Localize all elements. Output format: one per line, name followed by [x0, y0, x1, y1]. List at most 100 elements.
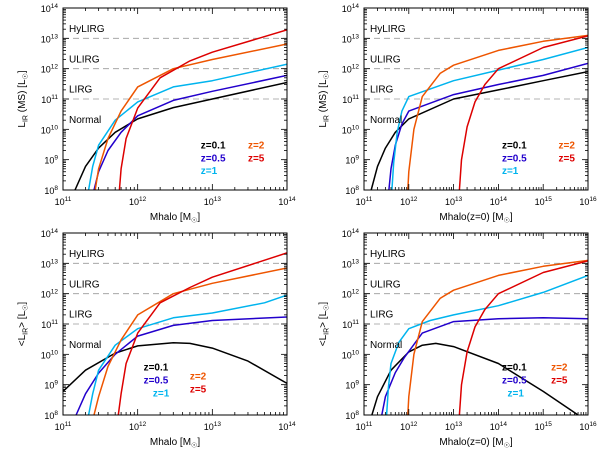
class-label-lirg-1: LIRG [69, 85, 93, 96]
series-line-z5-p4 [458, 260, 588, 415]
class-label-normal-3: Normal [69, 340, 101, 351]
panel-3: 1011 1012 1013 1014 108 109 1010 1011 1012 1013 10… [17, 228, 296, 450]
class-label-hylirg-1: HyLIRG [69, 24, 105, 35]
y-tick-label-4-9: 109 [345, 380, 359, 391]
y-tick-label-3-8: 108 [44, 410, 58, 421]
series-line-z01-p2 [370, 70, 588, 190]
series-line-z1-p3 [87, 294, 287, 415]
legend-entry-z01-p1: z=0.1 [201, 140, 226, 151]
y-tick-label-2-9: 109 [345, 155, 359, 166]
y-tick-label-4-12: 1012 [342, 289, 360, 300]
class-label-ulirg-4: ULIRG [370, 279, 401, 290]
series-line-z5-p2 [458, 35, 588, 190]
x-tick-label-2-11: 1011 [356, 196, 373, 207]
series-line-z1-p2 [391, 46, 588, 190]
series-line-z1-p4 [385, 274, 588, 415]
x-tick-label-2-15: 1015 [535, 196, 553, 207]
x-tick-label-2-12: 1012 [400, 196, 418, 207]
class-label-ulirg-3: ULIRG [69, 279, 100, 290]
x-tick-label-4-15: 1015 [535, 421, 553, 432]
legend-entry-z05-p4: z=0.5 [502, 375, 527, 386]
x-tick-label-1-11: 1011 [55, 196, 72, 207]
panel-1: 1011 1012 1013 1014 108 109 1010 1011 1012 1013 10… [17, 3, 296, 225]
x-tick-label-2-16: 1016 [579, 196, 597, 207]
series-line-z2-p4 [407, 259, 588, 415]
y-axis-label-2: LIR (MS) [L☉] [318, 70, 331, 127]
legend-entry-z2-p1: z=2 [248, 140, 265, 151]
legend-entry-z01-p3: z=0.1 [144, 362, 169, 373]
legend-entry-z1-p4: z=1 [508, 389, 525, 400]
x-tick-label-4-12: 1012 [400, 421, 418, 432]
y-tick-label-1-8: 108 [44, 185, 58, 196]
legend-entry-z05-p1: z=0.5 [201, 153, 226, 164]
x-axis-label-3: Mhalo [M☉] [150, 437, 200, 450]
x-axis-label-2: Mhalo(z=0) [M☉] [439, 212, 512, 225]
y-tick-label-1-10: 1010 [41, 124, 59, 135]
legend-entry-z1-p2: z=1 [502, 166, 519, 177]
class-label-lirg-4: LIRG [370, 310, 394, 321]
series-line-z2-p2 [407, 34, 588, 190]
y-tick-label-1-13: 1013 [41, 33, 59, 44]
x-tick-label-3-13: 1013 [204, 421, 222, 432]
y-tick-label-3-11: 1011 [41, 319, 58, 330]
y-tick-label-1-9: 109 [44, 155, 58, 166]
y-tick-label-2-10: 1010 [342, 124, 360, 135]
class-label-hylirg-4: HyLIRG [370, 249, 406, 260]
y-tick-label-4-13: 1013 [342, 258, 360, 269]
series-line-z5-p1 [118, 29, 287, 190]
class-label-lirg-3: LIRG [69, 310, 93, 321]
series-line-z05-p3 [75, 316, 287, 415]
class-label-normal-2: Normal [370, 115, 402, 126]
series-line-z5-p3 [117, 252, 287, 415]
y-tick-label-2-14: 1014 [342, 3, 360, 14]
y-tick-label-3-12: 1012 [41, 289, 59, 300]
series-line-z05-p2 [388, 62, 588, 190]
legend-entry-z2-p3: z=2 [190, 372, 207, 383]
y-axis-label-1: LIR (MS) [L☉] [17, 70, 30, 127]
x-tick-label-3-14: 1014 [278, 421, 296, 432]
y-tick-label-1-14: 1014 [41, 3, 59, 14]
legend-entry-z01-p2: z=0.1 [502, 140, 527, 151]
x-tick-label-3-12: 1012 [129, 421, 147, 432]
y-axis-label-4: <LIR> [L☉] [318, 302, 331, 347]
class-label-normal-1: Normal [69, 115, 101, 126]
legend-entry-z2-p2: z=2 [559, 140, 576, 151]
x-tick-label-4-11: 1011 [356, 421, 373, 432]
legend-entry-z1-p3: z=1 [153, 389, 170, 400]
y-tick-label-4-8: 108 [345, 410, 359, 421]
x-tick-label-1-13: 1013 [204, 196, 222, 207]
legend-entry-z2-p4: z=2 [551, 362, 568, 373]
y-tick-label-2-12: 1012 [342, 64, 360, 75]
x-tick-label-2-14: 1014 [490, 196, 508, 207]
legend-entry-z1-p1: z=1 [201, 166, 218, 177]
y-tick-label-4-11: 1011 [342, 319, 359, 330]
class-label-hylirg-3: HyLIRG [69, 249, 105, 260]
series-line-z05-p1 [93, 74, 287, 190]
series-line-z01-p3 [63, 342, 287, 392]
legend-entry-z5-p4: z=5 [551, 375, 568, 386]
class-label-ulirg-1: ULIRG [69, 54, 100, 65]
series-line-z01-p1 [74, 81, 287, 190]
series-line-z1-p1 [87, 63, 287, 190]
x-tick-label-3-11: 1011 [55, 421, 72, 432]
class-label-lirg-2: LIRG [370, 85, 394, 96]
class-label-normal-4: Normal [370, 340, 402, 351]
legend-entry-z5-p2: z=5 [559, 153, 576, 164]
x-tick-label-4-13: 1013 [445, 421, 463, 432]
legend-entry-z5-p1: z=5 [248, 153, 265, 164]
x-axis-label-1: Mhalo [M☉] [150, 212, 200, 225]
y-tick-label-1-11: 1011 [41, 94, 58, 105]
panel-4: 1011 1012 1013 1014 1015 1016 108 109 1010 1011 10… [318, 228, 597, 450]
y-tick-label-3-9: 109 [44, 380, 58, 391]
y-axis-label-3: <LIR> [L☉] [17, 302, 30, 347]
x-tick-label-1-12: 1012 [129, 196, 147, 207]
legend-entry-z01-p4: z=0.1 [502, 362, 527, 373]
y-tick-label-2-8: 108 [345, 185, 359, 196]
x-tick-label-1-14: 1014 [278, 196, 296, 207]
series-line-z2-p1 [94, 43, 287, 190]
y-tick-label-4-14: 1014 [342, 228, 360, 239]
y-tick-label-2-11: 1011 [342, 94, 359, 105]
legend-entry-z05-p2: z=0.5 [502, 153, 527, 164]
y-tick-label-3-10: 1010 [41, 349, 59, 360]
